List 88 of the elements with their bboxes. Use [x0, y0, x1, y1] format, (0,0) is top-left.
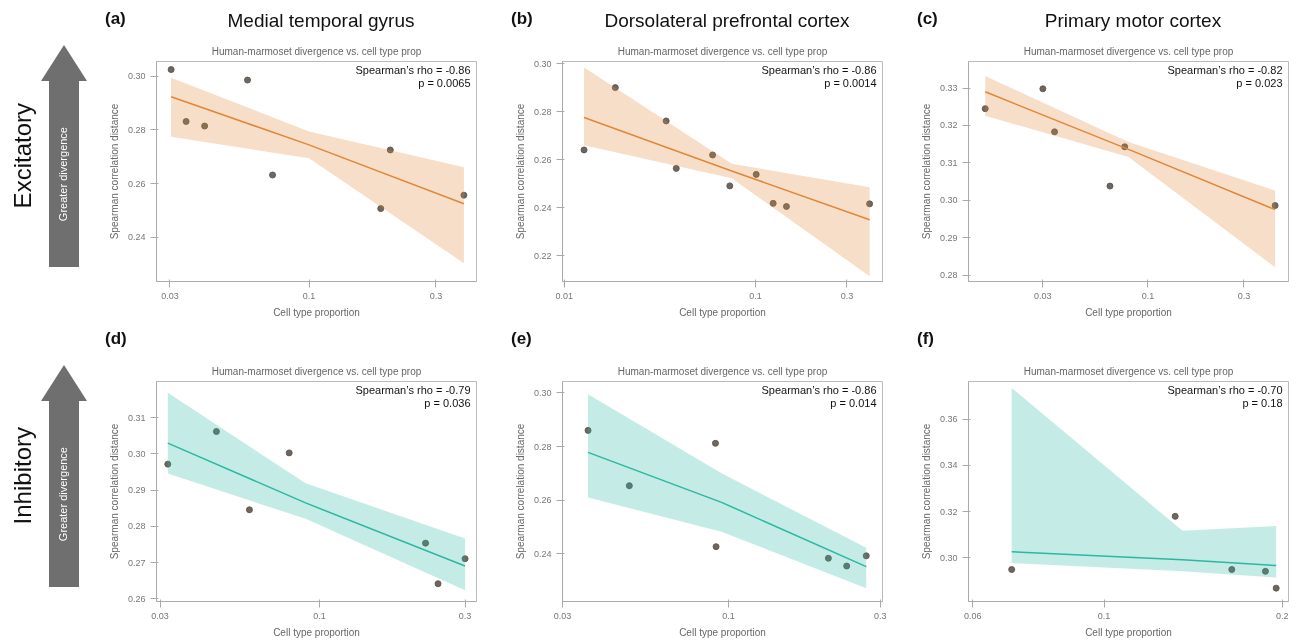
- annotation: Spearman’s rho = -0.82: [1167, 63, 1283, 76]
- annotation: p = 0.014: [830, 396, 877, 409]
- x-tick-label: 0.3: [458, 610, 472, 621]
- y-tick-label: 0.31: [939, 157, 958, 168]
- annotation: Spearman’s rho = -0.86: [761, 383, 877, 396]
- annotation: p = 0.0065: [418, 76, 471, 89]
- chart-subtitle: Human-marmoset divergence vs. cell type prop: [1023, 365, 1234, 377]
- y-axis-title: Spearman correlation distance: [920, 103, 932, 240]
- text: (a): [105, 8, 126, 30]
- x-axis-title: Cell type proportion: [1085, 306, 1172, 318]
- y-axis-title: Spearman correlation distance: [514, 103, 526, 240]
- text: Inhibitory: [7, 427, 37, 525]
- x-tick-label: 0.01: [555, 290, 573, 301]
- y-tick-label: 0.26: [533, 154, 552, 165]
- annotation: p = 0.023: [1236, 76, 1283, 89]
- annotation: p = 0.18: [1242, 396, 1283, 409]
- y-tick-label: 0.30: [533, 387, 552, 398]
- x-tick-label: 0.03: [1034, 290, 1052, 301]
- x-axis-title: Cell type proportion: [1085, 626, 1172, 638]
- y-tick-label: 0.36: [939, 414, 958, 425]
- y-tick-label: 0.31: [127, 412, 146, 423]
- y-tick-label: 0.24: [533, 548, 552, 559]
- annotation: Spearman’s rho = -0.70: [1167, 383, 1283, 396]
- text: Excitatory: [7, 103, 37, 209]
- chart-subtitle: Human-marmoset divergence vs. cell type prop: [1023, 45, 1234, 57]
- chart-title: Primary motor cortex: [1043, 9, 1223, 33]
- y-tick-label: 0.30: [533, 58, 552, 69]
- x-tick-label: 0.1: [722, 610, 735, 621]
- chart-title: Dorsolateral prefrontal cortex: [603, 9, 851, 33]
- x-tick-label: 0.1: [313, 610, 326, 621]
- y-axis-title: Spearman correlation distance: [920, 423, 932, 560]
- y-tick-label: 0.32: [939, 506, 958, 517]
- x-tick-label: 0.03: [161, 290, 179, 301]
- annotation: p = 0.0014: [824, 76, 877, 89]
- y-axis-title: Spearman correlation distance: [514, 423, 526, 560]
- x-tick-label: 0.3: [873, 610, 887, 621]
- annotation: Spearman’s rho = -0.79: [355, 383, 471, 396]
- y-tick-label: 0.30: [127, 448, 146, 459]
- chart-subtitle: Human-marmoset divergence vs. cell type prop: [617, 365, 828, 377]
- annotation: Spearman’s rho = -0.86: [761, 63, 877, 76]
- x-tick-label: 0.03: [553, 610, 572, 621]
- y-tick-label: 0.28: [939, 270, 958, 281]
- y-tick-label: 0.28: [533, 106, 552, 117]
- x-tick-label: 0.3: [1237, 290, 1251, 301]
- y-tick-label: 0.34: [939, 460, 958, 471]
- y-tick-label: 0.30: [127, 71, 146, 82]
- y-tick-label: 0.33: [939, 83, 958, 94]
- x-tick-label: 0.1: [1141, 290, 1155, 301]
- x-axis-title: Cell type proportion: [273, 626, 360, 638]
- x-tick-label: 0.1: [1097, 610, 1111, 621]
- x-tick-label: 0.2: [1275, 610, 1289, 621]
- y-tick-label: 0.28: [127, 124, 146, 135]
- annotation: Spearman’s rho = -0.86: [355, 63, 471, 76]
- text: (e): [511, 328, 532, 350]
- x-tick-label: 0.3: [429, 290, 443, 301]
- text: (d): [105, 328, 127, 350]
- y-tick-label: 0.30: [939, 552, 958, 563]
- x-axis-title: Cell type proportion: [679, 626, 766, 638]
- y-tick-label: 0.22: [533, 250, 552, 261]
- y-tick-label: 0.27: [127, 557, 146, 568]
- x-tick-label: 0.1: [302, 290, 316, 301]
- y-tick-label: 0.29: [939, 232, 958, 243]
- chart-subtitle: Human-marmoset divergence vs. cell type prop: [617, 45, 828, 57]
- x-tick-label: 0.06: [964, 610, 982, 621]
- y-tick-label: 0.28: [533, 441, 552, 452]
- text: (c): [917, 8, 938, 30]
- x-axis-title: Cell type proportion: [679, 306, 766, 318]
- chart-subtitle: Human-marmoset divergence vs. cell type prop: [211, 45, 422, 57]
- x-tick-label: 0.03: [151, 610, 169, 621]
- y-axis-title: Spearman correlation distance: [108, 423, 120, 560]
- y-tick-label: 0.29: [127, 485, 146, 496]
- y-tick-label: 0.32: [939, 120, 958, 131]
- x-tick-label: 0.3: [840, 290, 854, 301]
- y-axis-title: Spearman correlation distance: [108, 103, 120, 240]
- text: (b): [511, 8, 533, 30]
- chart-subtitle: Human-marmoset divergence vs. cell type prop: [211, 365, 422, 377]
- y-tick-label: 0.24: [127, 232, 146, 243]
- y-tick-label: 0.24: [533, 202, 552, 213]
- y-tick-label: 0.26: [127, 178, 146, 189]
- x-tick-label: 0.1: [749, 290, 762, 301]
- y-tick-label: 0.26: [533, 495, 552, 506]
- chart-title: Medial temporal gyrus: [226, 9, 416, 33]
- y-tick-label: 0.28: [127, 521, 146, 532]
- x-axis-title: Cell type proportion: [273, 306, 360, 318]
- y-tick-label: 0.30: [939, 195, 958, 206]
- text: (f): [917, 328, 934, 350]
- y-tick-label: 0.26: [127, 593, 146, 604]
- annotation: p = 0.036: [424, 396, 471, 409]
